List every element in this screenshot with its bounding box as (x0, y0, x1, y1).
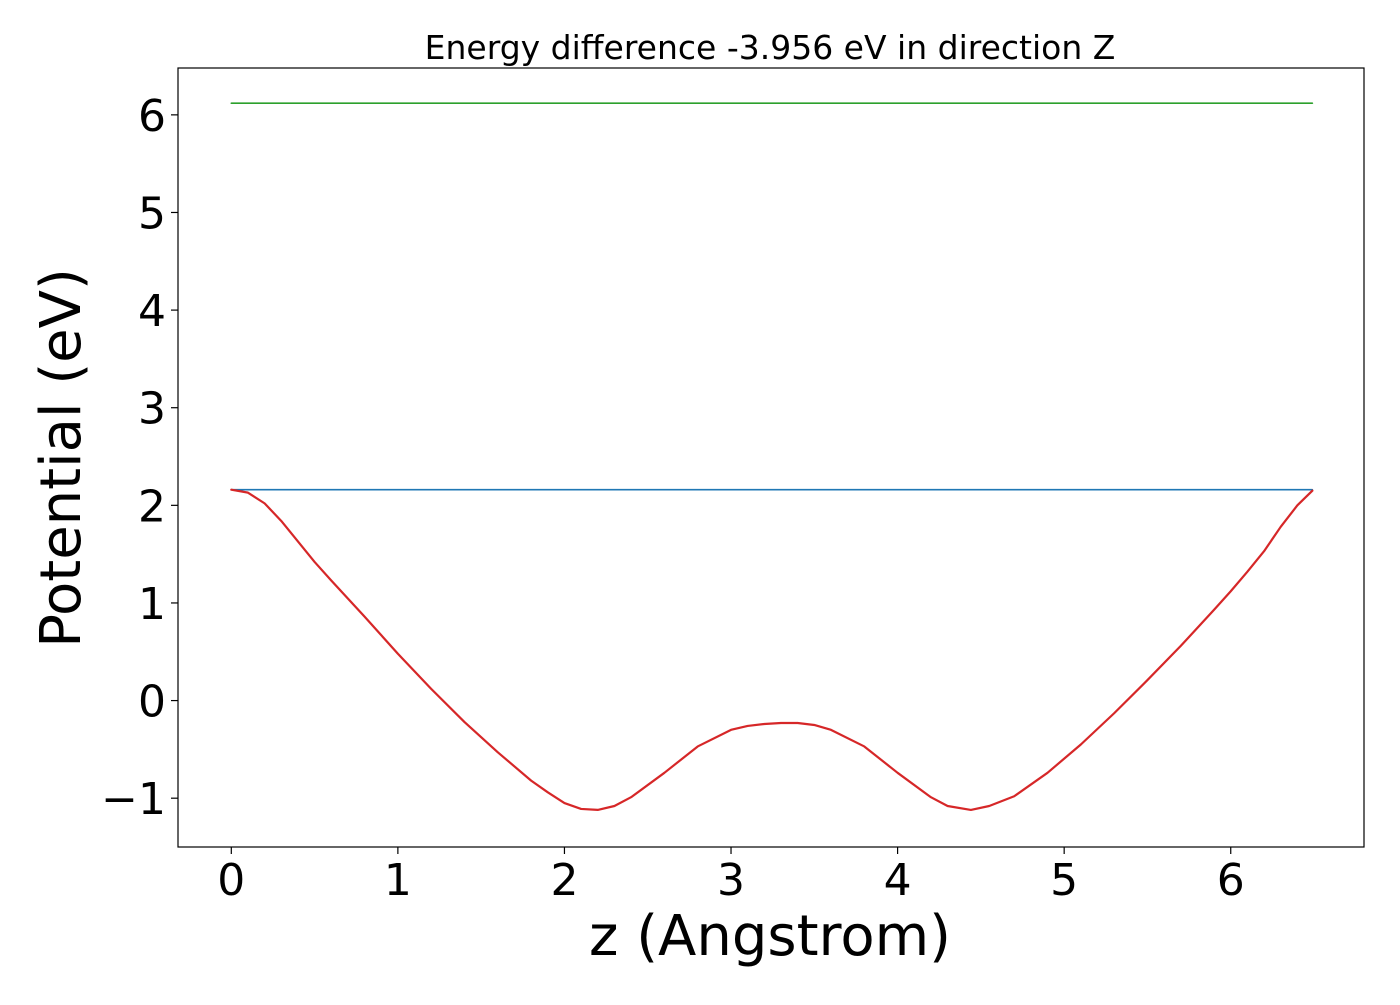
y-axis: −1 0 1 2 3 4 5 6 (101, 91, 178, 825)
x-tick-label: 4 (884, 855, 912, 906)
x-tick-label: 3 (717, 855, 745, 906)
y-axis-label: Potential (eV) (29, 268, 94, 648)
x-tick-label: 6 (1217, 855, 1245, 906)
y-tick-label: 0 (138, 677, 166, 728)
x-tick-label: 2 (550, 855, 578, 906)
x-tick-label: 5 (1050, 855, 1078, 906)
x-tick-label: 1 (384, 855, 412, 906)
y-tick-label: 2 (138, 481, 166, 532)
y-tick-label: 1 (138, 579, 166, 630)
series-line-3 (230, 488, 1314, 812)
y-tick-label: 3 (138, 384, 166, 435)
y-tick-label: 4 (138, 286, 166, 337)
y-tick-label: 6 (138, 91, 166, 142)
chart-title: Energy difference -3.956 eV in direction… (425, 28, 1116, 67)
x-tick-label: 0 (217, 855, 245, 906)
series-layer (230, 102, 1314, 812)
y-tick-label: −1 (101, 774, 166, 825)
x-axis-label: z (Angstrom) (589, 904, 951, 969)
plot-frame (177, 67, 1365, 848)
y-tick-label: 5 (138, 188, 166, 239)
x-axis: 0 1 2 3 4 5 6 (217, 847, 1245, 906)
